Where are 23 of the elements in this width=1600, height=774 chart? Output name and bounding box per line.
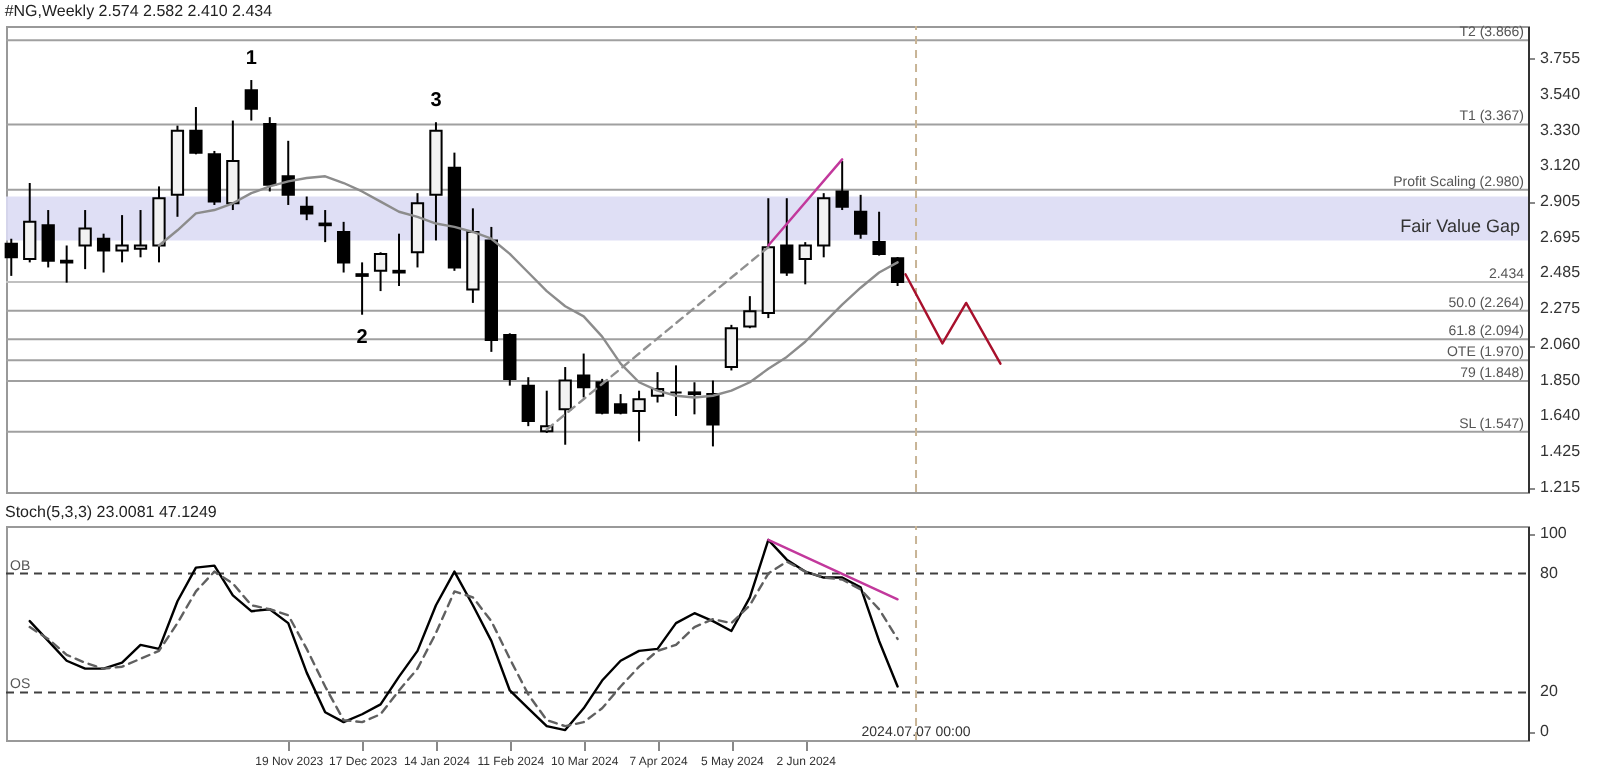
annotation: 3 bbox=[430, 90, 443, 113]
y-tick-label: 20 bbox=[1540, 682, 1559, 701]
annotation: 1 bbox=[245, 48, 258, 71]
chart-title: #NG,Weekly 2.574 2.582 2.410 2.434 bbox=[4, 2, 274, 21]
y-tick-label: 100 bbox=[1540, 523, 1568, 542]
y-tick-label: 2.060 bbox=[1540, 335, 1582, 354]
y-tick-label: 2.905 bbox=[1540, 192, 1582, 211]
y-tick-label: 1.215 bbox=[1540, 477, 1582, 496]
y-tick-label: 1.425 bbox=[1540, 442, 1582, 461]
y-tick-label: 2.275 bbox=[1540, 298, 1582, 317]
band-label: Fair Value Gap bbox=[1400, 216, 1520, 237]
chart-title: Stoch(5,3,3) 23.0081 47.1249 bbox=[5, 503, 218, 521]
y-tick-label: 3.540 bbox=[1540, 85, 1582, 104]
y-tick-label: 80 bbox=[1540, 563, 1559, 582]
y-tick-label: 0 bbox=[1540, 722, 1550, 741]
y-tick-label: 3.755 bbox=[1540, 48, 1582, 67]
y-tick-label: 2.485 bbox=[1540, 263, 1582, 282]
y-tick-label: 1.850 bbox=[1540, 370, 1582, 389]
annotation: 2 bbox=[356, 326, 369, 349]
y-tick-label: 1.640 bbox=[1540, 406, 1582, 425]
y-tick-label: 3.120 bbox=[1540, 156, 1582, 175]
y-tick-label: 2.695 bbox=[1540, 227, 1582, 246]
y-tick-label: 3.330 bbox=[1540, 120, 1582, 139]
